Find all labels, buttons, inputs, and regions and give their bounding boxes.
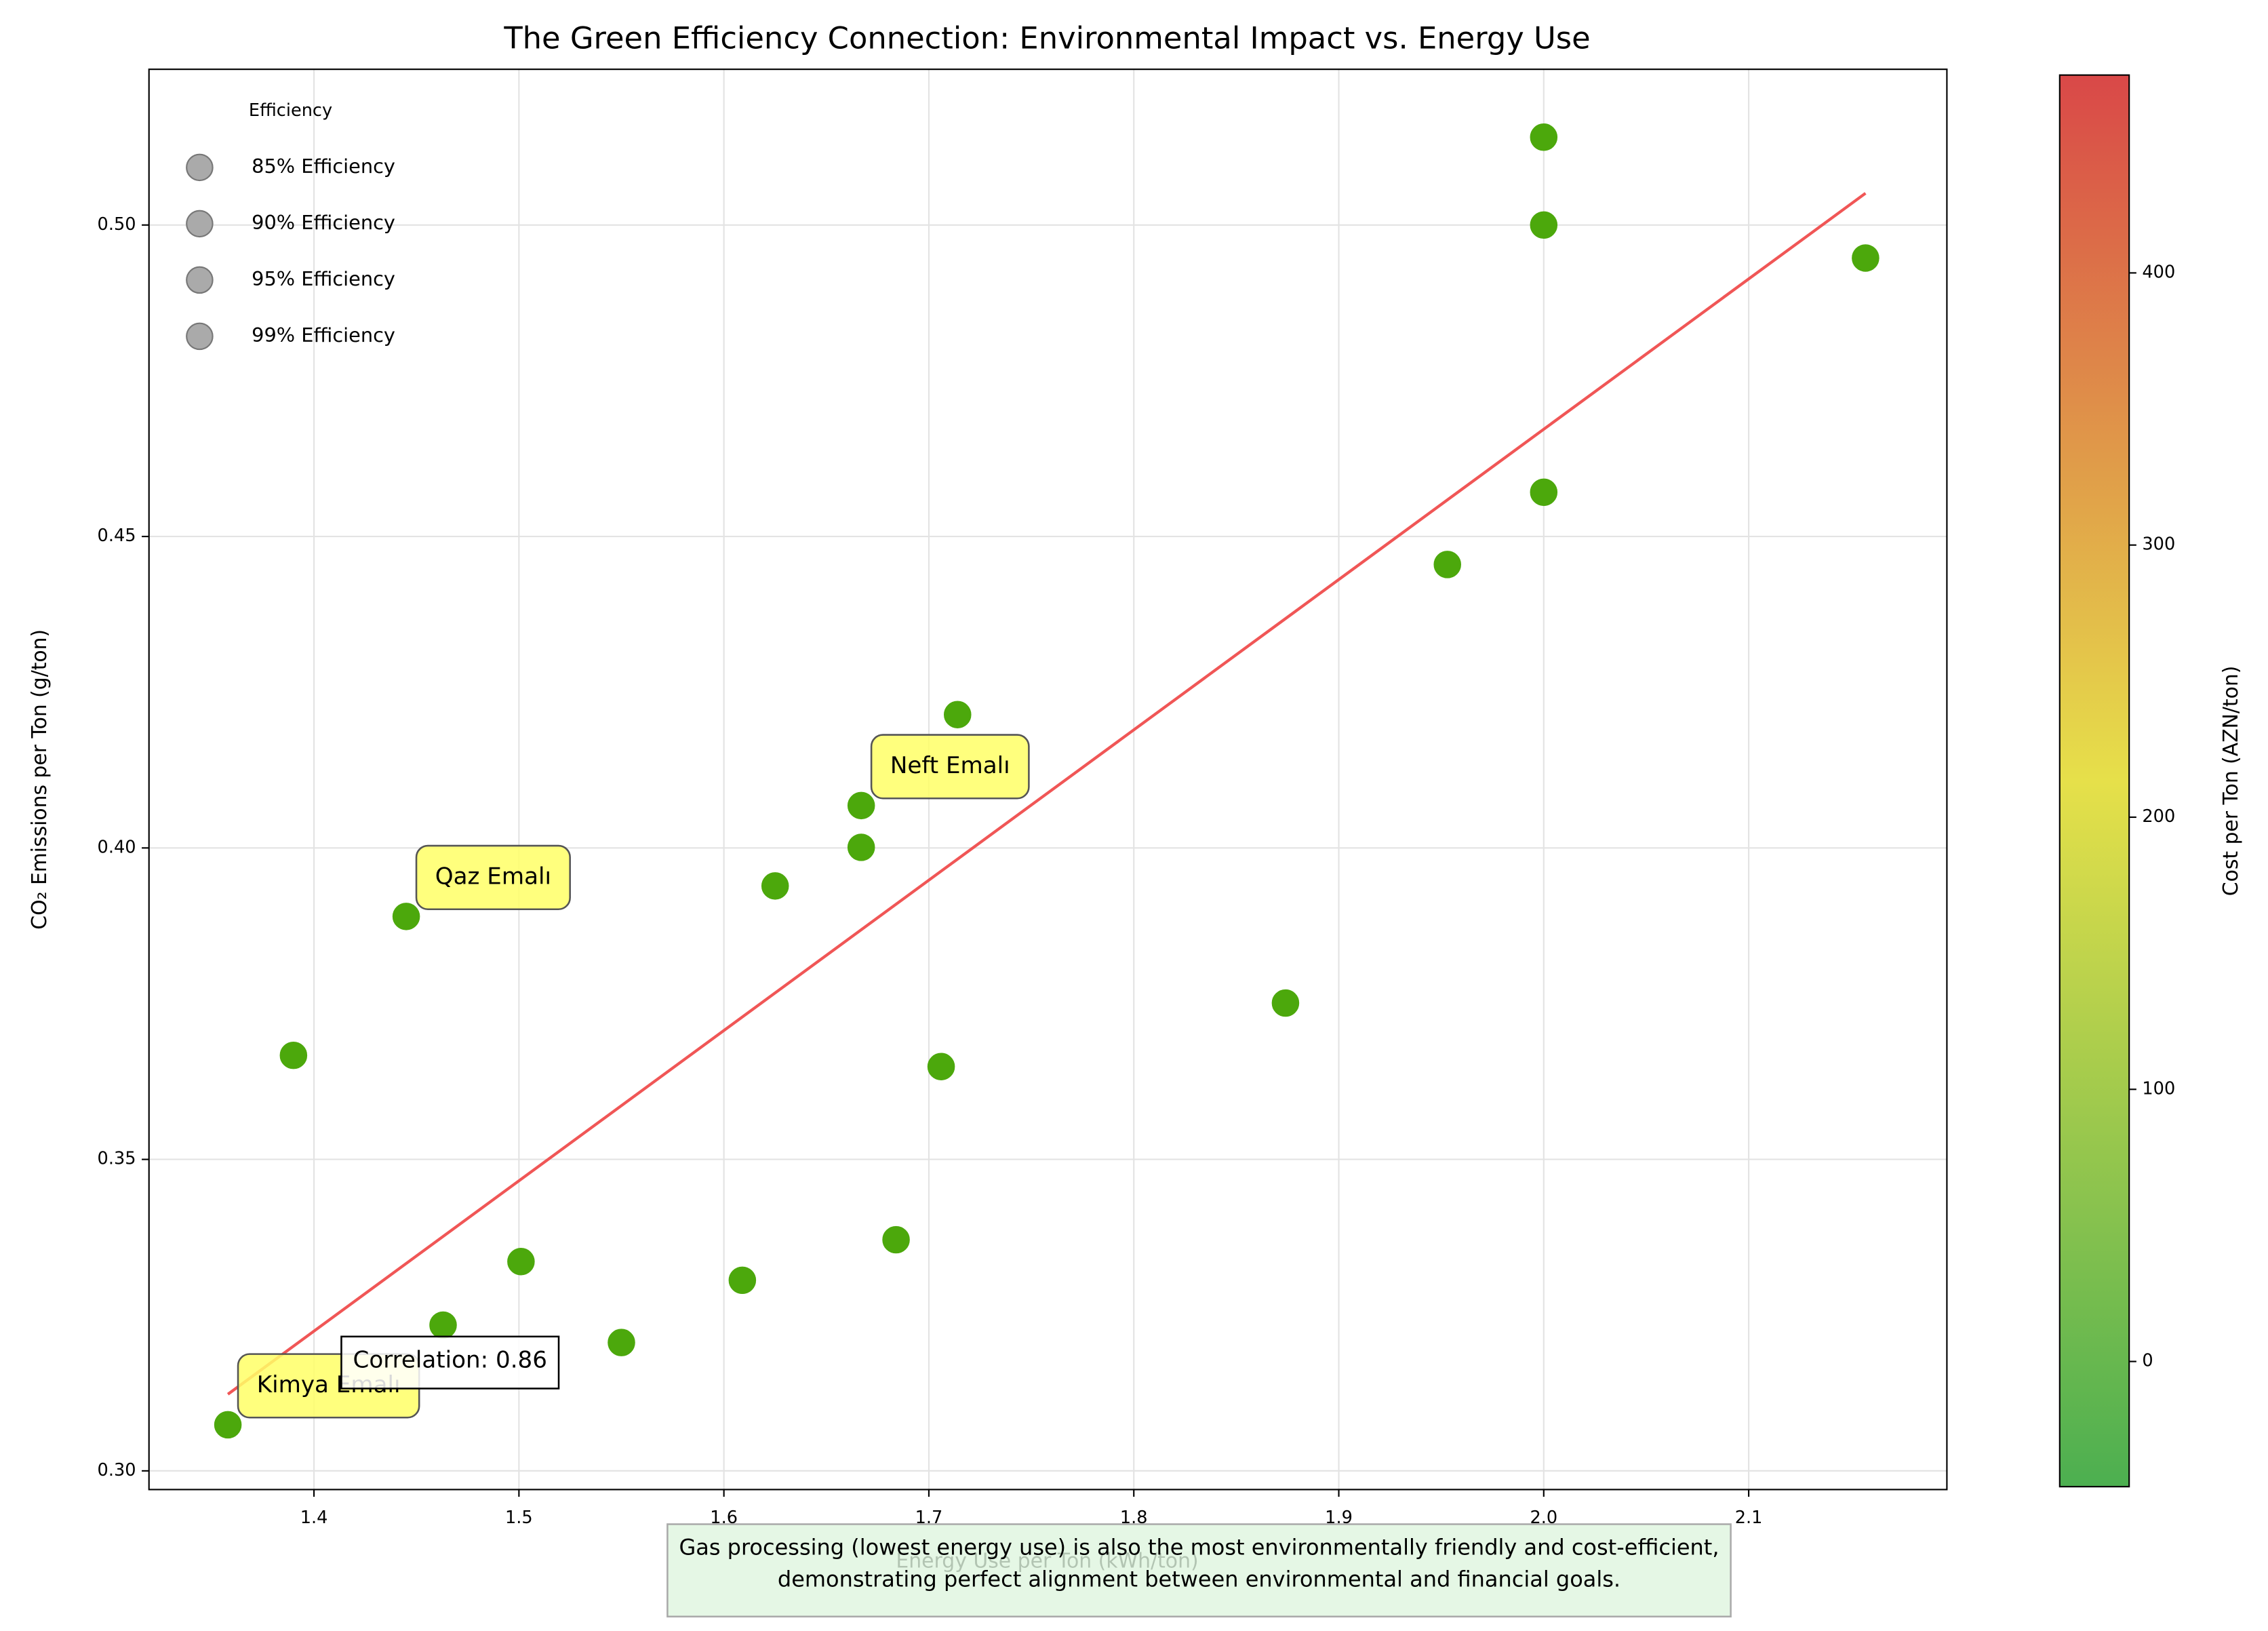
legend-title: Efficiency: [249, 100, 332, 121]
x-tick-label: 1.4: [300, 1508, 328, 1528]
y-tick-label: 0.35: [98, 1149, 136, 1169]
legend-label: 99% Efficiency: [252, 323, 395, 347]
note-box: [667, 1523, 1732, 1617]
scatter-point: [1530, 478, 1558, 507]
scatter-point: [847, 791, 875, 820]
legend-label: 90% Efficiency: [252, 211, 395, 234]
annotation-box: [415, 844, 571, 911]
y-tick-label: 0.30: [98, 1460, 136, 1480]
legend-marker: [186, 266, 214, 294]
scatter-point: [847, 833, 875, 861]
colorbar-tick-label: 200: [2142, 806, 2175, 827]
legend-marker: [186, 210, 214, 238]
x-tick-label: 1.5: [505, 1508, 533, 1528]
scatter-point: [279, 1041, 308, 1069]
scatter-point: [1271, 989, 1300, 1017]
scatter-point: [507, 1248, 535, 1276]
y-tick-label: 0.45: [98, 526, 136, 546]
scatter-point: [1530, 123, 1558, 151]
chart-title: The Green Efficiency Connection: Environ…: [503, 20, 1590, 56]
scatter-point: [882, 1225, 910, 1254]
colorbar-tick-label: 400: [2142, 262, 2175, 282]
colorbar-label: Cost per Ton (AZN/ton): [2219, 666, 2243, 897]
note-text: demonstrating perfect alignment between …: [778, 1567, 1620, 1592]
colorbar-tick-label: 0: [2142, 1351, 2153, 1371]
legend-label: 95% Efficiency: [252, 267, 395, 290]
y-tick-label: 0.40: [98, 837, 136, 857]
scatter-point: [1852, 244, 1879, 272]
annotation-text: Qaz Emalı: [435, 863, 551, 890]
legend-label: 85% Efficiency: [252, 155, 395, 178]
y-axis-label: CO₂ Emissions per Ton (g/ton): [28, 629, 52, 930]
colorbar: [2058, 74, 2130, 1488]
note-text: Gas processing (lowest energy use) is al…: [679, 1535, 1719, 1560]
scatter-point: [1433, 551, 1461, 578]
colorbar-tick-label: 300: [2142, 534, 2175, 555]
legend-marker: [186, 153, 214, 182]
scatter-point: [927, 1053, 955, 1080]
scatter-point: [214, 1411, 242, 1439]
scatter-point: [1530, 211, 1558, 239]
x-tick-label: 2.1: [1735, 1508, 1763, 1528]
scatter-point: [943, 701, 972, 728]
legend-marker: [186, 322, 214, 351]
correlation-text: Correlation: 0.86: [353, 1347, 547, 1374]
scatter-point: [761, 872, 789, 900]
y-tick-label: 0.50: [98, 214, 136, 235]
scatter-point: [392, 903, 420, 930]
plot-frame: [148, 68, 1948, 1491]
annotation-text: Neft Emalı: [890, 752, 1010, 779]
annotation-box: [870, 734, 1030, 800]
trend-line: [226, 192, 1867, 1396]
scatter-point: [429, 1311, 457, 1339]
scatter-point: [728, 1266, 757, 1295]
scatter-point: [608, 1329, 635, 1356]
colorbar-tick-label: 100: [2142, 1078, 2175, 1099]
correlation-box: [340, 1335, 560, 1390]
